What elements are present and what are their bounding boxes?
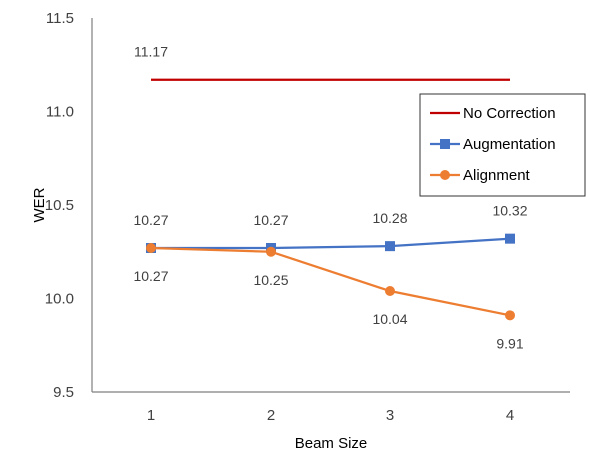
data-label-alignment: 10.04 (372, 311, 407, 327)
data-point-alignment (266, 246, 276, 257)
data-label-augmentation: 10.28 (372, 210, 407, 226)
y-tick-label: 10.0 (45, 291, 74, 308)
y-tick-labels: 9.5 10.0 10.5 11.0 11.5 (45, 10, 74, 401)
x-tick-label: 1 (147, 407, 155, 424)
legend-marker-alignment (440, 170, 450, 180)
data-label-alignment: 10.25 (253, 272, 288, 288)
y-tick-label: 10.5 (45, 197, 74, 214)
series-line-alignment (150, 246, 511, 317)
legend-label-no-correction: No Correction (463, 105, 556, 122)
x-tick-labels: 1 2 3 4 (147, 407, 514, 424)
legend: No Correction Augmentation Alignment (419, 93, 586, 197)
y-tick-label: 11.5 (46, 10, 74, 27)
data-point-alignment (146, 243, 156, 254)
x-tick-label: 2 (267, 407, 275, 424)
data-label-augmentation: 10.27 (133, 212, 168, 228)
y-tick-label: 11.0 (46, 104, 74, 121)
data-point-alignment (385, 286, 395, 297)
x-tick-label: 4 (506, 407, 514, 424)
y-tick-label: 9.5 (53, 384, 74, 401)
data-point-augmentation (505, 233, 515, 244)
series-line-augmentation (151, 237, 511, 250)
data-label-alignment: 9.91 (496, 335, 523, 351)
data-label-alignment: 10.27 (133, 268, 168, 284)
legend-label-alignment: Alignment (463, 167, 531, 184)
data-point-augmentation (385, 241, 395, 252)
legend-marker-augmentation (440, 139, 450, 149)
axes (91, 18, 570, 393)
series-alignment: 10.27 10.25 10.04 9.91 (133, 243, 524, 351)
data-point-alignment (505, 310, 515, 321)
x-axis-label: Beam Size (295, 435, 368, 452)
series-augmentation: 10.27 10.27 10.28 10.32 (133, 203, 528, 254)
y-axis-label: WER (31, 187, 48, 222)
series-layer: 11.17 10.27 10.27 10.28 10.32 10.27 10.25 10.04… (133, 44, 527, 352)
data-label-augmentation: 10.32 (492, 203, 527, 219)
series-no-correction: 11.17 (134, 44, 510, 81)
data-label-augmentation: 10.27 (253, 212, 288, 228)
legend-label-augmentation: Augmentation (463, 136, 556, 153)
data-label-no-correction: 11.17 (134, 44, 168, 60)
x-tick-label: 3 (386, 407, 394, 424)
